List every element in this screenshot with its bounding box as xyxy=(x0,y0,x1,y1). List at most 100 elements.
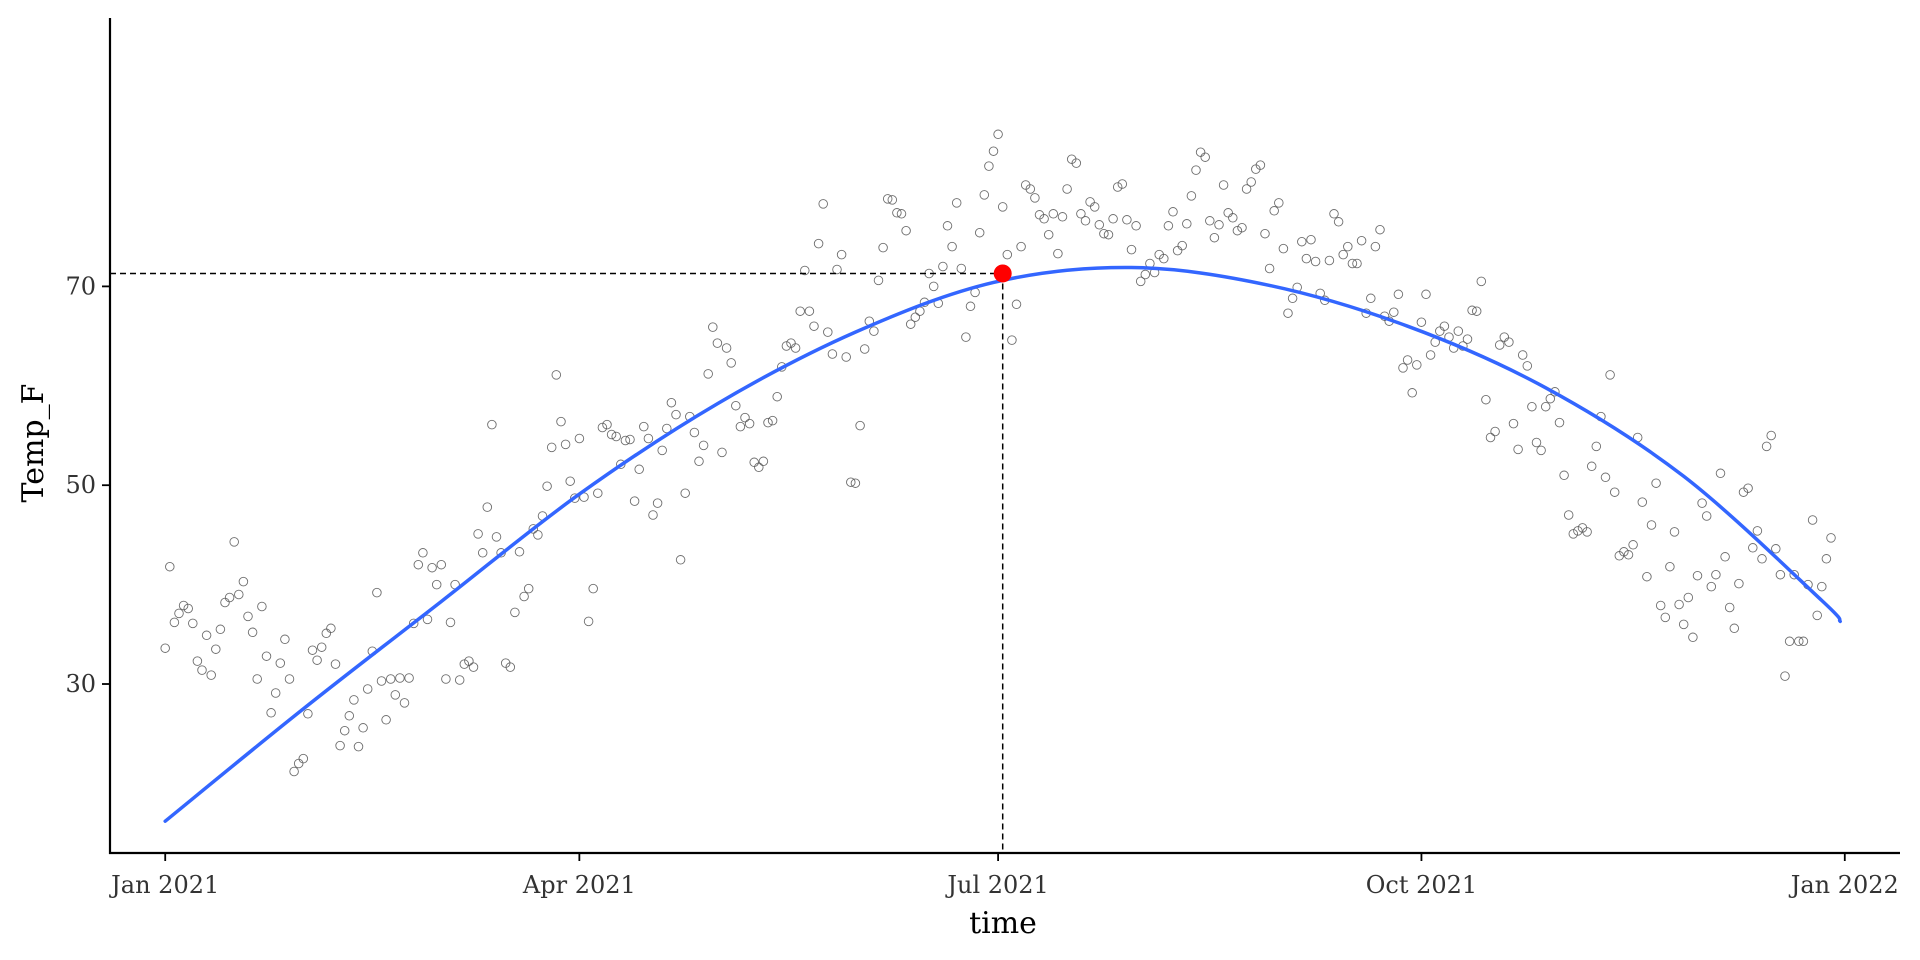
data-point-269 xyxy=(1398,363,1408,373)
data-point-304 xyxy=(1559,470,1569,481)
data-point-80 xyxy=(528,524,539,534)
data-point-196 xyxy=(1062,184,1072,194)
data-point-222 xyxy=(1182,219,1192,229)
data-point-110 xyxy=(666,397,677,408)
data-point-323 xyxy=(1646,520,1657,530)
data-point-95 xyxy=(597,422,608,433)
smooth-line-layer xyxy=(163,265,1842,823)
data-point-195 xyxy=(1057,212,1068,222)
data-point-313 xyxy=(1600,472,1611,483)
data-point-241 xyxy=(1269,206,1279,216)
data-point-341 xyxy=(1729,623,1740,634)
data-point-285 xyxy=(1471,306,1482,316)
data-point-286 xyxy=(1476,276,1487,287)
data-point-291 xyxy=(1499,332,1510,342)
data-point-348 xyxy=(1761,441,1772,452)
data-point-258 xyxy=(1347,258,1358,269)
data-point-121 xyxy=(717,447,727,458)
data-point-333 xyxy=(1692,570,1703,581)
data-point-127 xyxy=(744,418,755,429)
data-point-242 xyxy=(1274,198,1284,208)
data-point-70 xyxy=(482,502,493,512)
data-point-218 xyxy=(1163,221,1174,231)
data-point-235 xyxy=(1241,184,1252,194)
data-point-230 xyxy=(1218,180,1229,190)
data-point-327 xyxy=(1665,561,1675,572)
x-tick-label-1: Apr 2021 xyxy=(522,871,636,899)
data-point-212 xyxy=(1135,276,1146,287)
data-point-5 xyxy=(183,603,193,614)
y-axis-title: Temp_F xyxy=(16,384,51,503)
data-point-129 xyxy=(754,462,764,473)
data-point-268 xyxy=(1393,289,1404,300)
data-point-130 xyxy=(758,456,769,467)
data-point-77 xyxy=(514,547,525,557)
y-tick-label-0: 30 xyxy=(65,670,96,698)
data-point-219 xyxy=(1168,207,1178,217)
data-point-310 xyxy=(1586,461,1597,472)
data-point-270 xyxy=(1402,355,1413,365)
data-point-142 xyxy=(813,238,824,249)
data-point-156 xyxy=(878,242,888,253)
data-point-232 xyxy=(1228,213,1238,223)
data-point-345 xyxy=(1748,543,1758,553)
data-point-112 xyxy=(675,555,686,565)
data-point-69 xyxy=(477,548,488,558)
data-point-87 xyxy=(560,439,571,450)
data-point-25 xyxy=(275,658,286,668)
data-point-330 xyxy=(1678,619,1689,630)
data-point-48 xyxy=(381,715,391,725)
data-point-55 xyxy=(413,559,424,570)
data-point-281 xyxy=(1453,326,1464,336)
data-point-183 xyxy=(1002,249,1013,260)
data-point-106 xyxy=(648,510,658,520)
data-point-250 xyxy=(1310,256,1321,267)
data-point-28 xyxy=(289,766,299,777)
data-point-306 xyxy=(1568,529,1579,539)
data-point-307 xyxy=(1573,526,1583,536)
data-point-325 xyxy=(1655,600,1666,611)
data-point-275 xyxy=(1425,350,1436,360)
data-point-16 xyxy=(234,589,244,600)
data-point-68 xyxy=(473,529,483,539)
data-point-107 xyxy=(652,498,663,508)
data-point-119 xyxy=(708,322,718,332)
data-point-145 xyxy=(827,349,838,359)
data-point-150 xyxy=(850,478,861,488)
data-point-203 xyxy=(1094,220,1105,230)
data-point-351 xyxy=(1775,569,1786,580)
data-point-194 xyxy=(1053,248,1063,259)
data-point-233 xyxy=(1232,225,1243,236)
data-point-61 xyxy=(441,674,451,684)
data-point-191 xyxy=(1039,214,1049,224)
data-point-7 xyxy=(192,656,203,666)
data-point-223 xyxy=(1186,191,1197,201)
data-point-105 xyxy=(643,433,654,444)
data-point-34 xyxy=(316,642,327,652)
data-point-27 xyxy=(284,674,295,684)
data-point-56 xyxy=(418,548,428,558)
data-point-104 xyxy=(639,421,649,432)
data-point-186 xyxy=(1016,241,1026,252)
data-point-274 xyxy=(1421,289,1431,300)
data-point-29 xyxy=(293,758,304,769)
data-point-263 xyxy=(1370,241,1381,252)
data-point-264 xyxy=(1375,224,1385,235)
data-point-51 xyxy=(395,673,405,683)
data-point-295 xyxy=(1517,350,1528,360)
y-tick-label-2: 70 xyxy=(65,272,96,300)
data-point-193 xyxy=(1048,209,1059,219)
data-point-158 xyxy=(887,195,898,205)
data-point-278 xyxy=(1439,321,1450,331)
data-point-352 xyxy=(1780,671,1790,681)
data-point-260 xyxy=(1356,235,1367,246)
data-point-143 xyxy=(818,199,828,209)
data-point-21 xyxy=(257,601,267,612)
data-point-8 xyxy=(197,665,207,675)
data-point-102 xyxy=(629,496,640,506)
data-point-67 xyxy=(468,662,479,672)
data-point-221 xyxy=(1177,240,1187,251)
data-point-360 xyxy=(1817,581,1827,592)
data-point-57 xyxy=(422,614,433,625)
data-point-356 xyxy=(1798,636,1809,647)
